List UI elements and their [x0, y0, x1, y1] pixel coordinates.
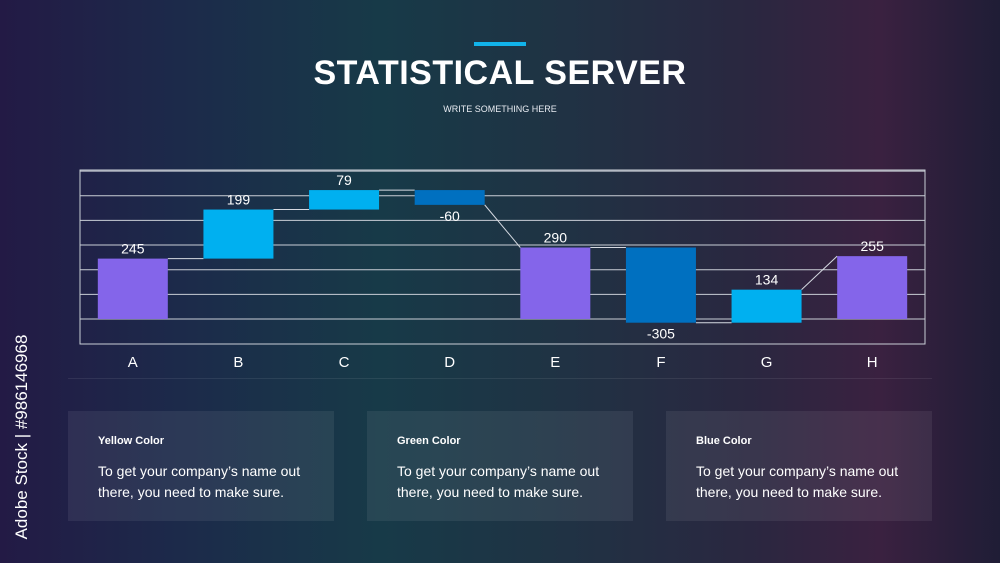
info-card-yellow: Yellow Color To get your company’s name … — [68, 411, 334, 521]
info-card-green: Green Color To get your company’s name o… — [367, 411, 633, 521]
bar-h — [837, 256, 908, 319]
card-text: To get your company’s name out there, yo… — [696, 463, 899, 500]
x-tick-label: C — [339, 354, 350, 371]
section-divider — [68, 378, 932, 379]
bar-e — [520, 247, 591, 319]
x-tick-label: A — [128, 354, 138, 371]
data-label: 134 — [755, 272, 779, 288]
bar-c — [309, 190, 380, 210]
data-label: 245 — [121, 241, 145, 257]
page-title: STATISTICAL SERVER — [313, 54, 687, 92]
bar-f — [625, 247, 696, 323]
card-text: To get your company’s name out there, yo… — [98, 463, 301, 500]
info-card-blue: Blue Color To get your company’s name ou… — [666, 411, 932, 521]
x-tick-label: D — [444, 354, 455, 371]
bar-g — [731, 289, 802, 323]
card-title: Blue Color — [696, 435, 752, 447]
x-tick-label: H — [867, 354, 878, 371]
card-title: Yellow Color — [98, 435, 165, 447]
title-accent-bar — [474, 42, 526, 46]
plot-frame — [79, 169, 926, 345]
data-label: -305 — [647, 326, 675, 342]
data-label: -60 — [440, 208, 460, 224]
card-text: To get your company’s name out there, yo… — [397, 463, 600, 500]
connector-line — [801, 255, 838, 291]
x-tick-label: E — [550, 354, 560, 371]
page-subtitle: WRITE SOMETHING HERE — [443, 104, 557, 114]
bar-a — [97, 258, 168, 319]
connector-line — [484, 204, 521, 248]
card-title: Green Color — [397, 435, 461, 447]
bar-b — [203, 209, 274, 259]
x-tick-label: F — [656, 354, 665, 371]
stock-watermark: Adobe Stock | #986146968 — [12, 334, 31, 540]
x-tick-label: B — [233, 354, 243, 371]
data-label: 79 — [336, 172, 352, 188]
data-label: 255 — [861, 238, 885, 254]
bar-d — [414, 190, 485, 205]
x-tick-label: G — [761, 354, 773, 371]
data-label: 199 — [227, 192, 251, 208]
data-label: 290 — [544, 230, 568, 246]
